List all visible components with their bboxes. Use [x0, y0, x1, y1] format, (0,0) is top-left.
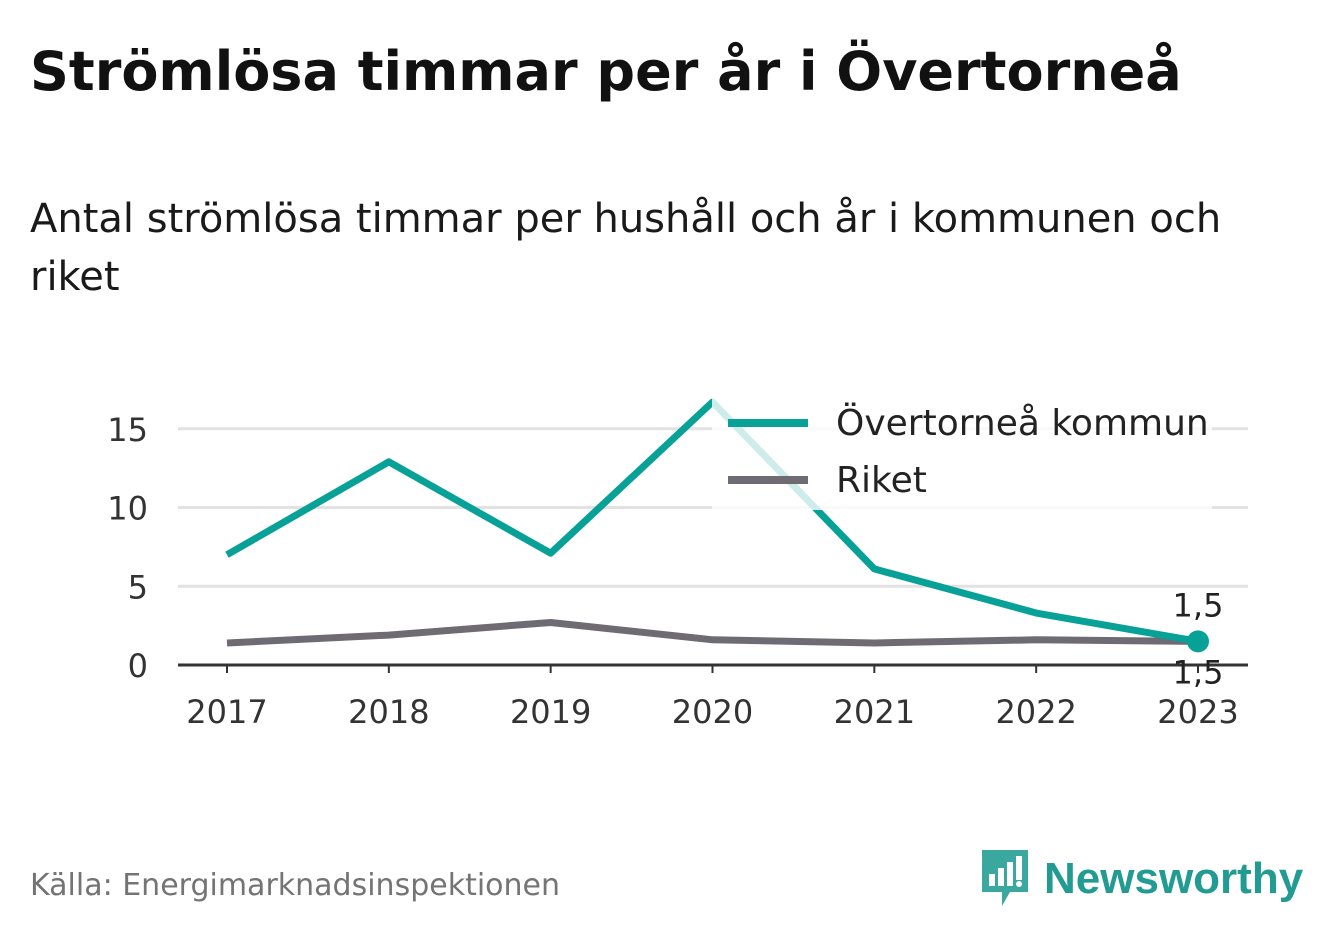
- series-end-marker: [1187, 630, 1209, 653]
- x-tick-label: 2018: [348, 693, 429, 731]
- x-tick-label: 2023: [1157, 693, 1238, 731]
- legend-label: Övertorneå kommun: [836, 402, 1209, 444]
- chart-title: Strömlösa timmar per år i Övertorneå: [30, 40, 1182, 103]
- x-tick-label: 2022: [995, 693, 1076, 731]
- chart-subtitle: Antal strömlösa timmar per hushåll och å…: [30, 196, 1222, 300]
- brand-name: Newsworthy: [1044, 854, 1304, 903]
- end-value-label: 1,5: [1173, 586, 1224, 624]
- x-tick-label: 2017: [186, 693, 267, 731]
- y-tick-label: 5: [128, 568, 148, 606]
- y-tick-label: 15: [107, 411, 148, 449]
- legend-label: Riket: [836, 460, 927, 501]
- legend-background: [712, 390, 1212, 510]
- source-note: Källa: Energimarknadsinspektionen: [30, 868, 561, 903]
- x-tick-label: 2020: [672, 693, 753, 731]
- newsworthy-logo-icon: [982, 850, 1028, 906]
- x-tick-label: 2019: [510, 693, 591, 731]
- end-value-label: 1,5: [1173, 653, 1224, 691]
- x-tick-label: 2021: [834, 693, 915, 731]
- y-tick-label: 10: [107, 490, 148, 528]
- brand-logo: Newsworthy: [980, 848, 1303, 910]
- series-line: [226, 618, 1199, 647]
- y-tick-label: 0: [128, 647, 148, 685]
